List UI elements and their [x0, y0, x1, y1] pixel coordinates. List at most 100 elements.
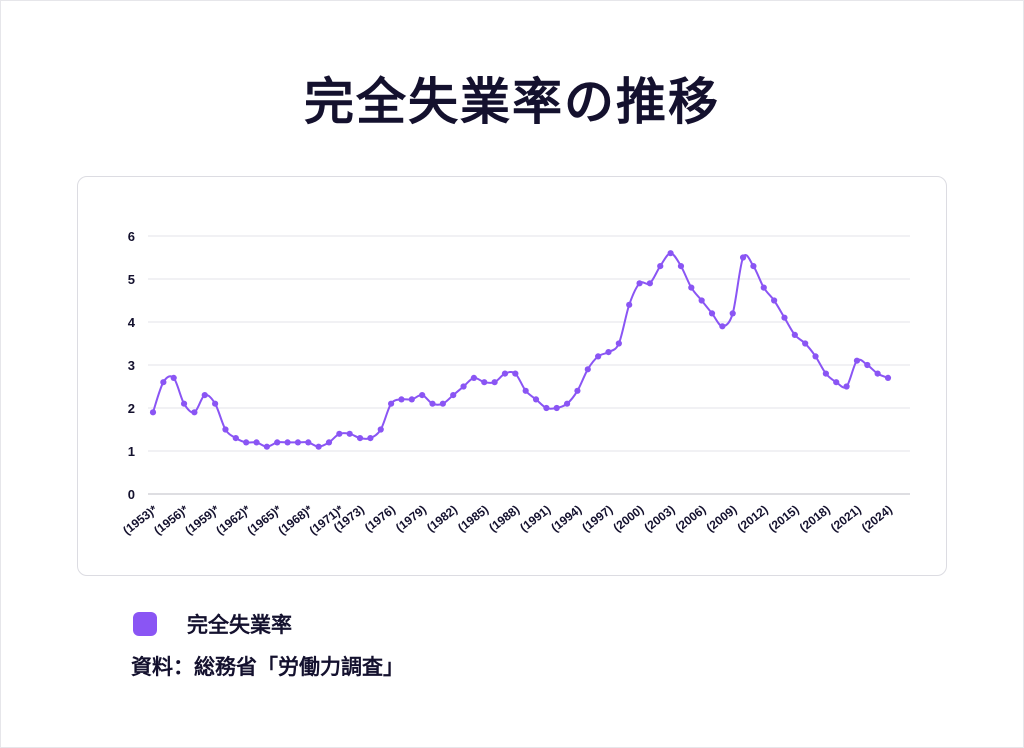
data-point [439, 400, 446, 407]
y-tick-label: 6 [128, 229, 135, 244]
y-tick-label: 5 [128, 272, 135, 287]
data-point [356, 435, 364, 442]
data-point [377, 426, 384, 433]
data-point [294, 439, 302, 446]
data-point [222, 426, 229, 433]
y-tick-label: 1 [128, 444, 135, 459]
data-point [698, 297, 705, 304]
data-point [812, 353, 819, 360]
data-point [346, 430, 353, 437]
data-point [532, 396, 540, 403]
y-tick-label: 2 [128, 401, 135, 416]
data-point [325, 439, 333, 446]
x-tick-label: (2000) [610, 502, 646, 534]
data-point [667, 250, 674, 257]
data-point [336, 430, 343, 437]
grid-lines [148, 235, 910, 495]
x-tick-label: (2009) [704, 502, 740, 534]
data-point [791, 331, 798, 338]
data-point [149, 409, 157, 416]
data-point [760, 284, 767, 291]
x-tick-label: (1988) [486, 502, 522, 534]
x-tick-label: (1956)* [151, 502, 191, 537]
data-point [408, 396, 415, 403]
data-point [802, 340, 809, 347]
data-point [563, 400, 571, 407]
x-tick-label: (1968)* [275, 502, 315, 537]
x-tick-label: (2015) [766, 502, 802, 534]
data-point [884, 374, 892, 381]
data-point [574, 387, 581, 394]
x-tick-label: (1991) [517, 502, 553, 534]
y-tick-label: 3 [128, 358, 135, 373]
data-point [553, 404, 560, 412]
data-point [243, 439, 250, 446]
data-point [429, 400, 436, 407]
data-point [771, 297, 778, 304]
data-point [543, 404, 550, 412]
data-point [677, 263, 685, 270]
x-tick-label: (1985) [455, 502, 491, 534]
data-point [263, 443, 270, 450]
x-tick-label: (1953)* [120, 502, 160, 537]
data-point [781, 314, 788, 321]
data-point [729, 310, 736, 317]
y-axis-ticks: 0 1 2 3 4 5 6 [128, 229, 136, 502]
data-point [315, 443, 322, 450]
x-tick-label: (1962)* [213, 502, 253, 537]
data-point [470, 374, 478, 381]
chart-card: 0 1 2 3 4 5 6 (1953)* (1956)* (1959)* (1962)* (196… [77, 176, 947, 576]
data-point [212, 400, 219, 407]
x-tick-label: (2021) [828, 502, 864, 534]
source-note: 資料：総務省「労働力調査」 [131, 655, 404, 679]
data-point [460, 383, 467, 390]
y-tick-label: 0 [128, 487, 135, 502]
data-point [864, 361, 871, 369]
data-point [584, 366, 591, 373]
data-point [626, 301, 633, 308]
data-point [657, 263, 664, 270]
data-point [595, 353, 602, 360]
page-title: 完全失業率の推移 [304, 73, 720, 131]
data-point [170, 374, 177, 381]
data-point [719, 323, 726, 330]
legend-swatch [133, 612, 157, 636]
data-point [201, 392, 208, 399]
data-point [305, 439, 312, 446]
series-layer [149, 250, 892, 450]
x-tick-label: (2006) [673, 502, 709, 534]
legend-label: 完全失業率 [187, 613, 292, 637]
x-tick-label: (2024) [859, 502, 895, 534]
data-point [419, 392, 426, 399]
data-point [387, 400, 395, 407]
data-point [615, 340, 622, 347]
data-point [750, 263, 757, 270]
data-point [708, 310, 716, 317]
x-tick-label: (1979) [393, 502, 429, 534]
data-point [822, 370, 829, 377]
data-point [191, 409, 198, 416]
data-point [874, 370, 881, 377]
x-tick-label: (2018) [797, 502, 833, 534]
x-tick-label: (2012) [735, 502, 771, 534]
data-point [180, 400, 188, 407]
data-point [843, 383, 850, 390]
x-tick-label: (1965)* [244, 502, 284, 537]
data-point [688, 284, 695, 291]
data-point [398, 396, 405, 403]
data-point [481, 379, 488, 386]
data-point [522, 387, 529, 394]
x-axis-ticks: (1953)*(1956)*(1959)*(1962)*(1965)*(1968… [120, 502, 895, 537]
x-tick-label: (2003) [641, 502, 677, 534]
data-point [450, 392, 457, 399]
data-point [739, 254, 747, 261]
series-line [152, 252, 889, 448]
data-point [232, 435, 239, 442]
data-point [274, 439, 281, 446]
y-tick-label: 4 [128, 315, 136, 330]
data-point [501, 370, 509, 377]
legend: 完全失業率 [133, 609, 292, 639]
data-point [853, 357, 861, 364]
x-tick-label: (1976) [362, 502, 398, 534]
x-tick-label: (1994) [548, 502, 584, 534]
